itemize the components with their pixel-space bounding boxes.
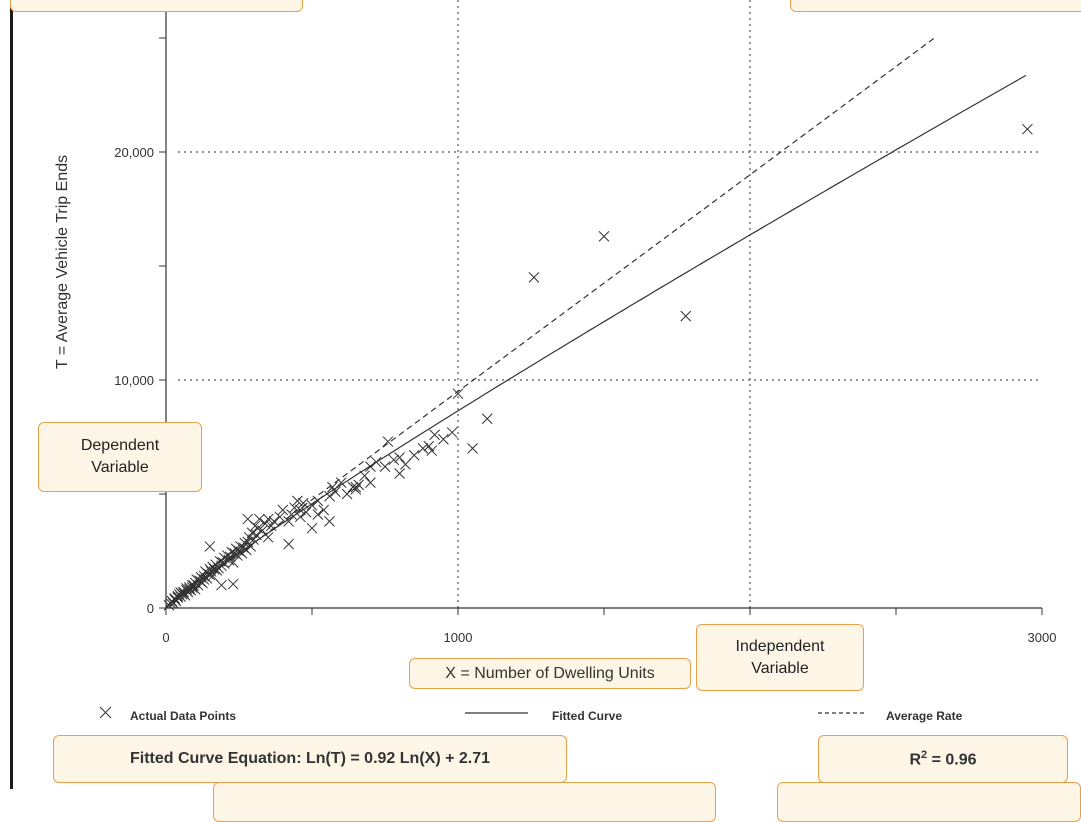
data-point	[1022, 123, 1033, 135]
data-point	[242, 513, 254, 525]
x-tick-label: 3000	[1028, 630, 1057, 645]
x-axis-label-callout: X = Number of Dwelling Units	[409, 658, 691, 689]
data-point	[408, 449, 420, 461]
data-point	[274, 511, 286, 523]
r-squared-value: R2 = 0.96	[909, 748, 977, 769]
legend-label-fitted-curve: Fitted Curve	[552, 709, 622, 723]
data-point	[350, 484, 362, 495]
data-point	[452, 388, 464, 400]
data-point	[268, 516, 280, 527]
data-point	[438, 433, 449, 445]
data-point	[680, 310, 692, 322]
data-point	[306, 522, 318, 534]
y-tick-label: 0	[147, 601, 154, 616]
data-point	[239, 537, 251, 549]
data-point	[254, 513, 265, 525]
data-point	[379, 461, 391, 472]
x-tick-label: 0	[162, 630, 169, 645]
data-point	[262, 513, 274, 525]
data-point	[245, 541, 257, 552]
data-point	[277, 504, 289, 516]
y-tick-label: 20,000	[114, 145, 154, 160]
data-point	[359, 470, 370, 482]
x-axis-label: X = Number of Dwelling Units	[445, 664, 655, 682]
independent-callout-line-1: Independent	[735, 637, 825, 655]
legend-marker-x	[99, 706, 112, 719]
average-rate-line	[165, 37, 935, 609]
data-point	[216, 579, 227, 591]
data-point	[394, 452, 405, 463]
callout-top-left	[10, 0, 303, 12]
data-point	[394, 468, 405, 479]
data-point	[382, 436, 394, 447]
data-point	[219, 558, 230, 569]
data-point	[306, 500, 318, 511]
data-point	[289, 502, 300, 514]
data-point	[259, 518, 271, 529]
data-point	[318, 504, 330, 516]
data-point	[312, 509, 324, 520]
dependent-variable-callout: Dependent Variable	[38, 422, 202, 492]
data-point	[227, 557, 239, 568]
data-point	[327, 481, 338, 493]
independent-variable-callout: Independent Variable	[696, 624, 864, 691]
data-point	[204, 541, 216, 552]
data-point	[370, 456, 382, 468]
data-point	[350, 481, 362, 493]
data-point	[324, 490, 335, 502]
callout-bottom-right	[777, 782, 1081, 822]
scatter-chart: 0 1000 3000 0 10,000 20,000 T = Average Vehicl…	[54, 0, 1057, 723]
data-point	[207, 570, 219, 582]
data-point	[251, 529, 262, 541]
data-point	[423, 440, 435, 452]
dependent-callout-line-1: Dependent	[80, 437, 160, 454]
data-point	[429, 429, 440, 441]
fitted-curve-equation: Fitted Curve Equation: Ln(T) = 0.92 Ln(X…	[129, 750, 491, 767]
data-point	[257, 525, 268, 536]
page-edge	[10, 0, 13, 789]
fitted-curve-line	[167, 74, 1027, 607]
data-point	[481, 413, 493, 425]
data-point	[330, 486, 341, 498]
data-point	[283, 516, 294, 527]
data-point	[262, 531, 274, 543]
data-point	[400, 459, 411, 470]
data-point	[417, 443, 429, 454]
legend-label-actual-data-points: Actual Data Points	[130, 709, 236, 723]
callout-top-right	[790, 0, 1081, 12]
data-point	[297, 497, 309, 509]
callout-bottom-mid	[213, 782, 716, 822]
data-point	[324, 516, 335, 527]
data-point	[528, 272, 540, 283]
data-point	[365, 477, 376, 488]
data-point	[248, 534, 259, 545]
independent-callout-line-2: Variable	[751, 659, 809, 677]
dependent-callout-line-2: Variable	[91, 459, 149, 476]
data-point	[467, 443, 478, 454]
legend-label-average-rate: Average Rate	[886, 709, 963, 723]
r-squared-callout: R2 = 0.96	[818, 735, 1068, 783]
data-point	[292, 495, 303, 507]
data-point	[388, 454, 400, 466]
y-axis-label: T = Average Vehicle Trip Ends	[54, 155, 71, 369]
data-point	[283, 538, 294, 550]
data-point	[300, 506, 312, 518]
data-point	[286, 509, 297, 520]
data-point	[598, 231, 610, 242]
data-point	[446, 427, 458, 438]
data-point	[426, 445, 438, 457]
data-point	[365, 461, 376, 472]
data-point	[265, 520, 277, 532]
fitted-curve-equation-callout: Fitted Curve Equation: Ln(T) = 0.92 Ln(X…	[53, 735, 567, 783]
data-point	[204, 569, 216, 581]
data-point	[227, 578, 239, 590]
data-point	[312, 495, 324, 507]
x-tick-label: 1000	[444, 630, 473, 645]
data-point	[335, 477, 347, 488]
data-point	[235, 541, 246, 552]
data-point	[341, 488, 353, 500]
y-tick-label: 10,000	[114, 373, 154, 388]
data-point	[188, 580, 200, 592]
data-point	[294, 511, 306, 523]
